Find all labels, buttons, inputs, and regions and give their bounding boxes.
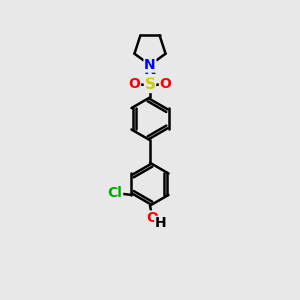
Text: Cl: Cl [108,186,123,200]
Text: N: N [144,62,156,77]
Text: S: S [145,77,155,92]
Text: O: O [160,77,171,91]
Text: H: H [155,216,167,230]
Text: N: N [144,58,156,72]
Text: O: O [129,77,140,91]
Text: O: O [146,211,158,225]
